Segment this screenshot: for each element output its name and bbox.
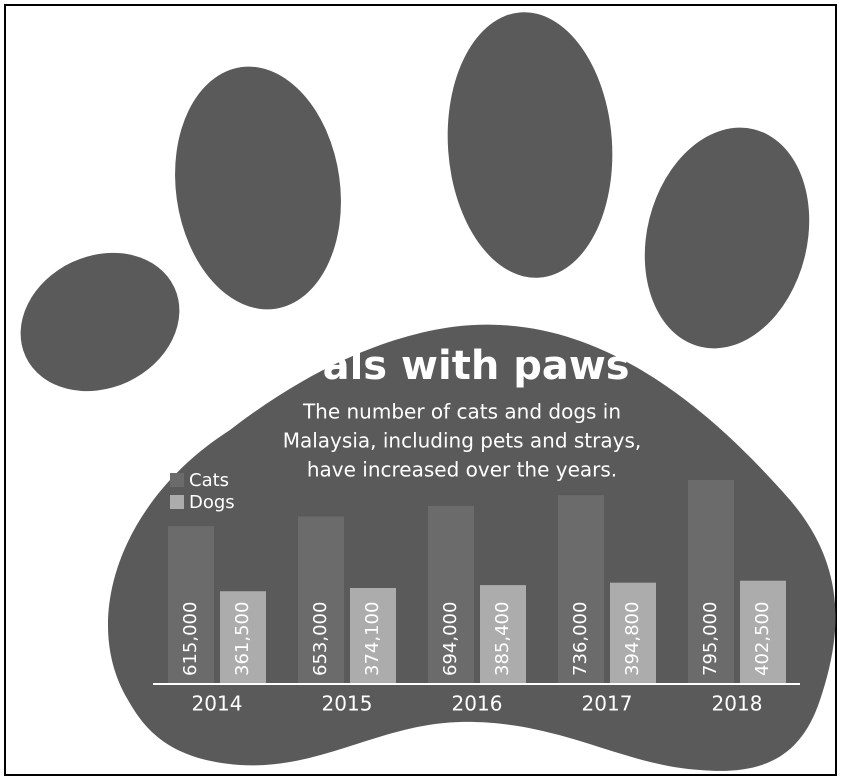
bar	[350, 588, 396, 684]
x-tick-label: 2018	[712, 692, 763, 716]
x-tick-label: 2014	[192, 692, 243, 716]
bar	[480, 585, 526, 684]
value-label: 361,500	[232, 602, 253, 676]
value-label: 615,000	[180, 602, 201, 676]
bar	[740, 580, 786, 684]
bar	[168, 526, 214, 684]
value-label: 385,400	[492, 602, 513, 676]
value-label: 653,000	[310, 602, 331, 676]
x-tick-label: 2017	[582, 692, 633, 716]
bar	[558, 495, 604, 684]
value-label: 795,000	[700, 602, 721, 676]
subtitle: have increased over the years.	[307, 458, 617, 482]
value-label: 374,100	[362, 602, 383, 676]
toe	[644, 127, 810, 349]
bar	[220, 591, 266, 684]
legend-swatch	[170, 473, 184, 487]
bar	[688, 480, 734, 684]
subtitle: Malaysia, including pets and strays,	[283, 429, 642, 453]
toe	[20, 252, 180, 392]
value-label: 402,500	[752, 602, 773, 676]
value-label: 694,000	[440, 602, 461, 676]
bar	[428, 505, 474, 684]
bar	[610, 582, 656, 684]
legend-label: Cats	[189, 470, 229, 491]
legend-swatch	[170, 495, 184, 509]
value-label: 394,800	[622, 602, 643, 676]
toe	[447, 12, 613, 278]
legend-label: Dogs	[189, 492, 235, 513]
bar	[298, 516, 344, 684]
x-tick-label: 2016	[452, 692, 503, 716]
x-tick-label: 2015	[322, 692, 373, 716]
subtitle: The number of cats and dogs in	[302, 400, 621, 424]
value-label: 736,000	[570, 602, 591, 676]
toe	[175, 66, 341, 310]
chart-title: Pals with paws	[294, 343, 629, 389]
